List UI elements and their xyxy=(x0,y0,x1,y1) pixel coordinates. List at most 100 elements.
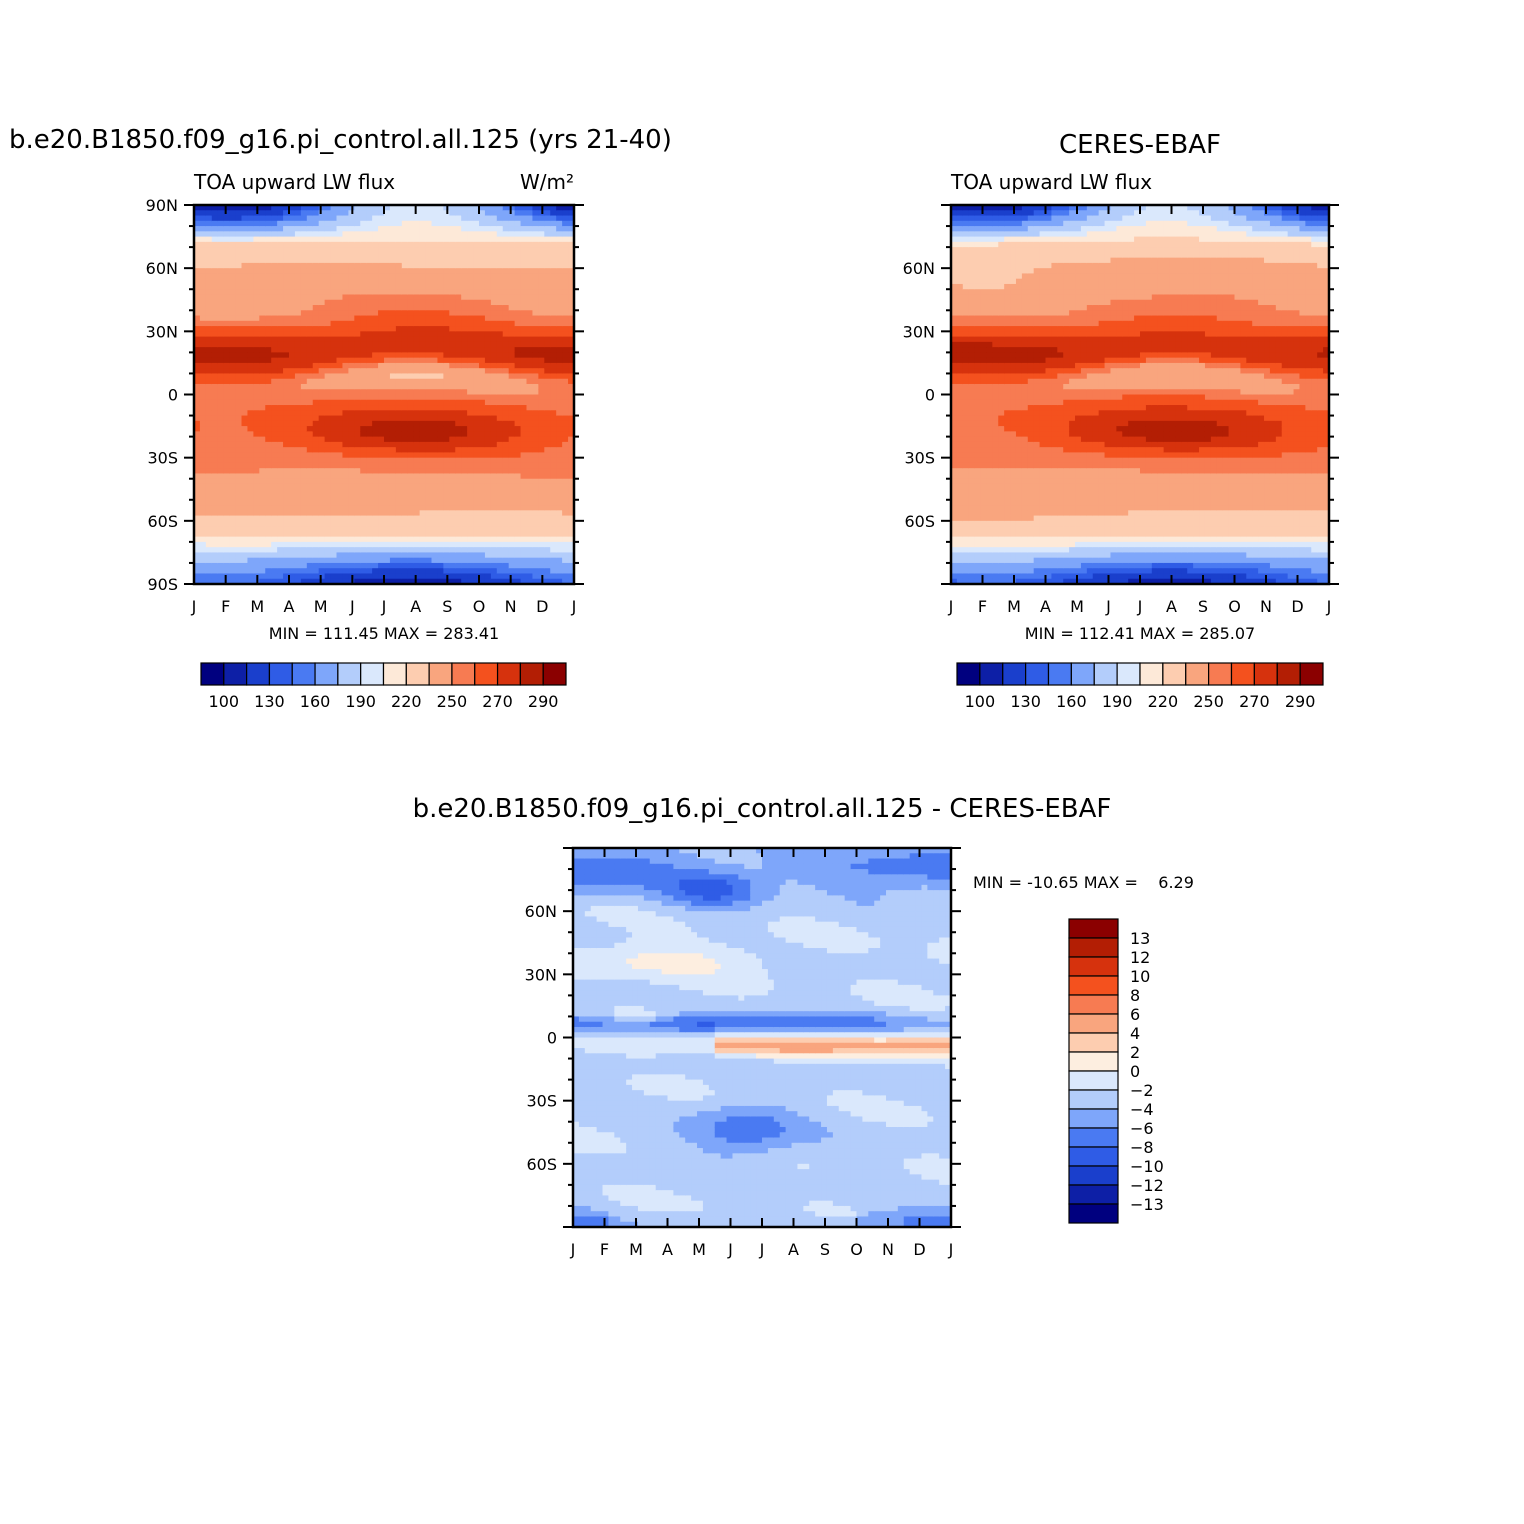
contour-cell xyxy=(211,547,219,554)
contour-cell xyxy=(235,405,243,411)
contour-cell xyxy=(366,378,373,385)
contour-cell xyxy=(235,415,243,422)
contour-cell xyxy=(277,426,284,432)
contour-cell xyxy=(372,426,379,432)
contour-cell xyxy=(496,220,504,227)
contour-cell xyxy=(324,210,332,217)
contour-cell xyxy=(300,231,308,238)
contour-cell xyxy=(514,499,522,506)
contour-cell xyxy=(283,426,290,432)
contour-cell xyxy=(205,494,213,501)
contour-cell xyxy=(508,241,516,248)
contour-cell xyxy=(389,562,397,569)
contour-cell xyxy=(467,320,474,327)
contour-cell xyxy=(217,241,225,248)
contour-cell xyxy=(508,278,516,285)
contour-cell xyxy=(265,305,272,311)
contour-cell xyxy=(289,410,296,417)
contour-cell xyxy=(496,473,504,480)
contour-cell xyxy=(229,252,237,259)
contour-cell xyxy=(538,410,545,417)
contour-cell xyxy=(205,552,213,559)
contour-cell xyxy=(194,220,201,227)
contour-cell xyxy=(223,289,231,296)
contour-cell xyxy=(962,357,970,364)
contour-cell xyxy=(479,505,486,511)
contour-cell xyxy=(449,568,456,575)
contour-cell xyxy=(550,283,557,290)
contour-cell xyxy=(348,378,355,385)
contour-cell xyxy=(247,257,254,264)
contour-cell xyxy=(455,510,462,517)
contour-cell xyxy=(419,483,427,490)
contour-cell xyxy=(194,552,201,559)
contour-cell xyxy=(389,352,397,359)
contour-cell xyxy=(479,452,486,459)
contour-cell xyxy=(312,436,320,443)
contour-cell xyxy=(348,241,355,248)
contour-cell xyxy=(235,436,243,443)
contour-cell xyxy=(241,305,249,311)
contour-cell xyxy=(277,541,284,548)
contour-cell xyxy=(366,320,373,327)
contour-cell xyxy=(479,283,486,290)
contour-cell xyxy=(241,326,249,332)
contour-cell xyxy=(324,562,332,569)
contour-cell xyxy=(425,283,433,290)
contour-cell xyxy=(962,320,970,327)
contour-cell xyxy=(217,510,225,517)
contour-cell xyxy=(253,552,260,559)
contour-cell xyxy=(241,405,249,411)
contour-cell xyxy=(306,220,314,227)
contour-cell xyxy=(568,483,575,490)
contour-cell xyxy=(461,494,468,501)
contour-cell xyxy=(568,231,575,238)
contour-cell xyxy=(951,326,958,332)
contour-cell xyxy=(389,268,397,275)
contour-cell xyxy=(496,552,504,559)
contour-cell xyxy=(473,457,480,464)
contour-cell xyxy=(568,241,575,248)
contour-cell xyxy=(461,247,468,253)
contour-cell xyxy=(378,310,385,317)
contour-cell xyxy=(253,526,260,532)
contour-cell xyxy=(342,378,349,385)
contour-cell xyxy=(306,294,314,301)
contour-cell xyxy=(324,299,332,306)
contour-cell xyxy=(473,368,480,375)
contour-cell xyxy=(194,305,201,311)
contour-cell xyxy=(479,236,486,243)
contour-cell xyxy=(431,368,439,375)
contour-cell xyxy=(449,347,456,353)
contour-cell xyxy=(968,452,976,459)
contour-cell xyxy=(306,305,314,311)
contour-cell xyxy=(425,394,433,401)
contour-cell xyxy=(550,452,557,459)
contour-cell xyxy=(956,447,964,453)
contour-cell xyxy=(467,536,474,543)
contour-cell xyxy=(384,436,391,443)
contour-cell xyxy=(312,341,320,348)
contour-cell xyxy=(360,299,367,306)
contour-cell xyxy=(241,299,249,306)
contour-cell xyxy=(556,573,563,580)
contour-cell xyxy=(413,226,421,232)
contour-cell xyxy=(199,241,207,248)
contour-cell xyxy=(294,547,302,554)
contour-cell xyxy=(241,520,249,527)
contour-cell xyxy=(455,468,462,475)
contour-cell xyxy=(211,320,219,327)
contour-cell xyxy=(199,220,207,227)
contour-cell xyxy=(395,557,403,564)
contour-cell xyxy=(401,299,409,306)
contour-cell xyxy=(372,220,379,227)
contour-cell xyxy=(211,273,219,280)
contour-cell xyxy=(211,205,219,211)
contour-cell xyxy=(372,368,379,375)
contour-cell xyxy=(568,452,575,459)
contour-cell xyxy=(306,531,314,538)
contour-cell xyxy=(259,426,266,432)
contour-cell xyxy=(277,399,284,406)
contour-cell xyxy=(514,447,522,453)
contour-cell xyxy=(532,499,539,506)
